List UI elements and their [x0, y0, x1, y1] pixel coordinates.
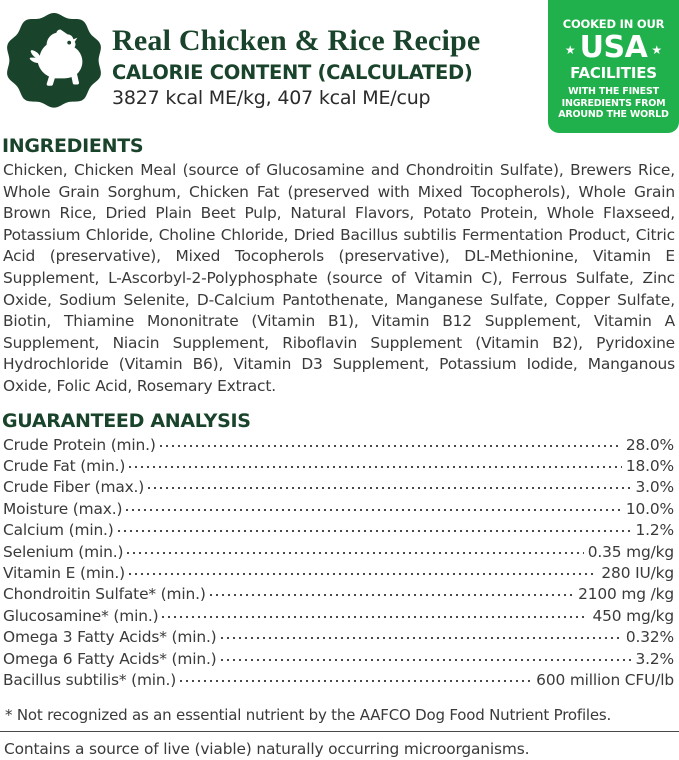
- leader-dots: [209, 584, 575, 599]
- chicken-in-scalloped-badge-icon: [4, 13, 104, 116]
- guaranteed-analysis-row: Chondroitin Sulfate* (min.) 2100 mg /kg: [3, 584, 674, 605]
- calorie-content-value: 3827 kcal ME/kg, 407 kcal ME/cup: [112, 87, 431, 109]
- usa-badge-sub-line-3: AROUND THE WORLD: [558, 109, 669, 120]
- usa-badge-subtext: WITH THE FINEST INGREDIENTS FROM AROUND …: [548, 86, 679, 121]
- leader-dots: [162, 606, 589, 621]
- usa-badge-sub-line-2: INGREDIENTS FROM: [561, 97, 666, 109]
- star-icon: ★: [564, 43, 576, 57]
- nutrient-value: 600 million CFU/lb: [536, 671, 674, 689]
- usa-badge-word-row: ★ USA ★: [548, 32, 679, 64]
- guaranteed-analysis-heading: GUARANTEED ANALYSIS: [2, 409, 251, 432]
- nutrient-value: 3.0%: [635, 478, 674, 497]
- nutrient-value: 450 mg/kg: [592, 606, 674, 625]
- guaranteed-analysis-row: Vitamin E (min.) 280 IU/kg: [3, 563, 674, 584]
- guaranteed-analysis-row: Selenium (min.) 0.35 mg/kg: [3, 542, 674, 563]
- guaranteed-analysis-list: Crude Protein (min.) 28.0% Crude Fat (min.…: [3, 435, 674, 692]
- guaranteed-analysis-row: Crude Protein (min.) 28.0%: [3, 435, 674, 456]
- nutrient-label: Crude Fiber (max.): [3, 478, 145, 497]
- aafco-footnote: * Not recognized as an essential nutrien…: [5, 706, 612, 725]
- leader-dots: [180, 670, 533, 685]
- guaranteed-analysis-section: GUARANTEED ANALYSIS Crude Protein (min.)…: [0, 410, 679, 692]
- nutrient-label: Vitamin E (min.): [3, 563, 125, 582]
- nutrient-value: 18.0%: [625, 456, 674, 475]
- leader-dots: [126, 499, 622, 514]
- nutrient-label: Crude Fat (min.): [3, 456, 126, 475]
- nutrient-value: 0.32%: [625, 628, 674, 647]
- ingredients-text: Chicken, Chicken Meal (source of Glucosa…: [3, 161, 675, 395]
- nutrient-value: 3.2%: [635, 649, 674, 668]
- nutrient-value: 28.0%: [625, 435, 674, 454]
- nutrient-label: Crude Protein (min.): [3, 435, 156, 454]
- nutrient-value: 280 IU/kg: [601, 563, 674, 582]
- nutrient-label: Selenium (min.): [3, 542, 124, 561]
- guaranteed-analysis-row: Crude Fat (min.) 18.0%: [3, 456, 674, 477]
- recipe-title: Real Chicken & Rice Recipe: [112, 24, 481, 57]
- guaranteed-analysis-row: Crude Fiber (max.) 3.0%: [3, 477, 674, 498]
- nutrient-label: Glucosamine* (min.): [3, 606, 159, 625]
- leader-dots: [148, 477, 632, 492]
- label-header: Real Chicken & Rice Recipe CALORIE CONTE…: [0, 0, 679, 133]
- leader-dots: [220, 649, 632, 664]
- nutrient-label: Omega 3 Fatty Acids* (min.): [3, 628, 217, 647]
- guaranteed-analysis-row: Omega 3 Fatty Acids* (min.) 0.32%: [3, 627, 674, 648]
- nutrient-label: Bacillus subtilis* (min.): [3, 671, 177, 689]
- guaranteed-analysis-row: Moisture (max.) 10.0%: [3, 499, 674, 520]
- guaranteed-analysis-row: Glucosamine* (min.) 450 mg/kg: [3, 606, 674, 627]
- ingredients-section: INGREDIENTS Chicken, Chicken Meal (sourc…: [0, 135, 679, 398]
- ingredients-heading: INGREDIENTS: [2, 135, 144, 157]
- nutrient-value: 2100 mg /kg: [578, 585, 674, 604]
- nutrient-value: 0.35 mg/kg: [587, 542, 674, 561]
- leader-dots: [159, 435, 622, 450]
- leader-dots: [220, 627, 622, 642]
- nutrient-label: Calcium (min.): [3, 521, 114, 540]
- nutrient-value: 10.0%: [625, 499, 674, 518]
- footnote-divider: [0, 731, 679, 733]
- cooked-in-usa-badge: COOKED IN OUR ★ USA ★ FACILITIES WITH TH…: [548, 0, 679, 133]
- calorie-content-heading: CALORIE CONTENT (CALCULATED): [112, 61, 473, 84]
- leader-dots: [129, 563, 598, 578]
- nutrient-label: Chondroitin Sulfate* (min.): [3, 585, 206, 604]
- leader-dots: [117, 520, 632, 535]
- star-icon: ★: [651, 43, 663, 57]
- nutrient-value: 1.2%: [635, 521, 674, 540]
- usa-badge-word: USA: [579, 30, 648, 65]
- guaranteed-analysis-row: Bacillus subtilis* (min.) 600 million CFU…: [3, 670, 674, 691]
- guaranteed-analysis-row: Calcium (min.) 1.2%: [3, 520, 674, 541]
- leader-dots: [129, 456, 622, 471]
- nutrient-label: Moisture (max.): [3, 499, 123, 518]
- usa-badge-line-1: COOKED IN OUR: [562, 17, 665, 31]
- probiotic-footnote: Contains a source of live (viable) natur…: [4, 740, 530, 759]
- usa-badge-sub-line-1: WITH THE FINEST: [568, 86, 659, 97]
- nutrient-label: Omega 6 Fatty Acids* (min.): [3, 649, 217, 668]
- header-text-block: Real Chicken & Rice Recipe CALORIE CONTE…: [112, 24, 542, 110]
- leader-dots: [127, 542, 584, 557]
- usa-badge-line-3: FACILITIES: [570, 64, 657, 82]
- guaranteed-analysis-row: Omega 6 Fatty Acids* (min.) 3.2%: [3, 649, 674, 670]
